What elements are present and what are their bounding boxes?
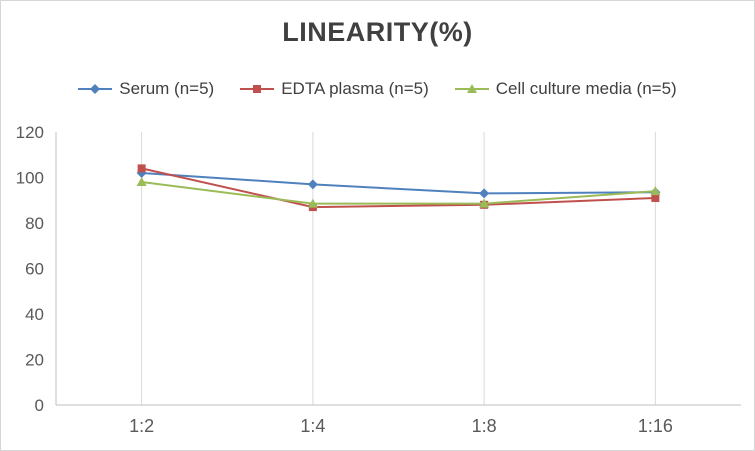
triangle-marker-icon	[136, 177, 147, 187]
square-marker-icon	[651, 193, 660, 202]
legend-item-diamond: Serum (n=5)	[78, 79, 214, 99]
diamond-marker-icon	[307, 179, 318, 190]
chart-legend: Serum (n=5) EDTA plasma (n=5) Cell culture…	[1, 79, 754, 99]
triangle-marker-icon	[650, 186, 661, 196]
legend-label: Serum (n=5)	[119, 79, 215, 98]
x-tick-label: 1:4	[300, 416, 325, 436]
triangle-marker-icon	[466, 84, 477, 93]
diamond-marker-icon	[136, 167, 147, 178]
legend-marker-icon	[240, 85, 275, 93]
legend-label: EDTA plasma (n=5)	[281, 79, 429, 98]
square-marker-icon	[137, 164, 146, 173]
series-line-diamond	[141, 171, 656, 195]
x-tick-label: 1:2	[129, 416, 154, 436]
legend-item-triangle: Cell culture media (n=5)	[454, 79, 677, 99]
triangle-marker-icon	[307, 198, 318, 208]
x-tick-label: 1:16	[638, 416, 673, 436]
y-tick-label: 20	[25, 351, 44, 370]
y-tick-label: 80	[25, 214, 44, 233]
diamond-marker-icon	[90, 84, 101, 94]
y-tick-label: 100	[16, 169, 44, 188]
plot-area: 0 20 40 60 80 100 120 1:2 1:4 1:8 1:16	[16, 123, 741, 436]
y-tick-label: 60	[25, 260, 44, 279]
triangle-marker-icon	[479, 198, 490, 208]
square-marker-icon	[253, 85, 262, 93]
y-tick-label: 40	[25, 305, 44, 324]
diamond-marker-icon	[479, 188, 490, 199]
x-tick-label: 1:8	[472, 416, 497, 436]
series-line-square	[141, 167, 656, 209]
legend-label: Cell culture media (n=5)	[495, 79, 677, 98]
legend-marker-icon	[78, 84, 113, 94]
legend-item-square: EDTA plasma (n=5)	[240, 79, 429, 99]
legend-marker-icon	[454, 84, 489, 93]
series-line-triangle	[141, 181, 656, 205]
y-tick-label: 0	[35, 396, 44, 415]
y-tick-label: 120	[16, 123, 44, 142]
chart-title: LINEARITY(%)	[282, 17, 473, 47]
